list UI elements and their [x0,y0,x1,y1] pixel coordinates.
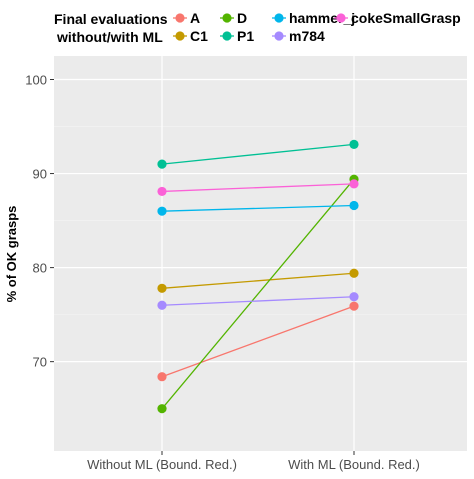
plot-panel [54,56,467,451]
legend-label: C1 [190,28,208,44]
data-point [157,300,167,310]
y-tick-label: 90 [33,167,47,182]
series-hammer_j [157,200,359,216]
legend-item-hammer_j: hammer_j [272,10,355,26]
legend-key-dot [274,13,284,23]
x-tick-label: With ML (Bound. Red.) [288,457,420,472]
data-point [349,200,359,211]
legend-label: cokeSmallGrasp [351,10,461,26]
legend-key-dot [336,13,346,23]
series [157,139,359,414]
x-tick-label: Without ML (Bound. Red.) [87,457,237,472]
legend-key-dot [175,13,185,23]
legend-item-C1: C1 [173,28,208,44]
axes: 70 80 90 100 Without ML (Bound. Red.) With ML… [25,73,420,472]
series-line [161,272,355,289]
y-tick-label: 100 [25,73,47,88]
legend-item-D: D [220,10,247,26]
data-point [349,292,359,302]
y-tick-label: 80 [33,261,47,276]
legend-label: A [190,10,200,26]
series-m784 [157,292,359,310]
legend-title-line-2: without/with ML [56,29,163,45]
data-point [157,159,167,169]
data-point [157,283,167,293]
series-line [161,296,355,306]
series-line [161,183,355,193]
legend-item-m784: m784 [272,28,325,44]
grid [54,56,467,451]
legend-key-dot [175,31,185,41]
legend-title-line-1: Final evaluations [54,11,168,27]
data-point [157,186,167,197]
data-point [157,404,167,414]
series-A [157,301,359,382]
legend-label: m784 [289,28,325,44]
data-point [157,206,167,216]
legend-item-P1: P1 [220,28,254,44]
legend-label: D [237,10,247,26]
series-C1 [157,268,359,293]
legend-item-A: A [173,10,200,26]
data-point [349,301,359,311]
data-point [349,179,359,189]
series-line [161,143,355,165]
series-P1 [157,139,359,169]
legend-item-cokeSmallGrasp: cokeSmallGrasp [334,10,461,26]
legend-key-dot [222,13,232,23]
legend-label: P1 [237,28,254,44]
series-cokeSmallGrasp [157,179,359,197]
legend-label: hammer_j [289,10,355,26]
y-tick-label: 70 [33,355,47,370]
y-axis-label: % of OK grasps [4,206,19,303]
series-line [161,305,355,378]
series-line [161,178,355,410]
legend-key-dot [222,31,232,41]
data-point [349,268,359,278]
series-line [161,204,355,212]
legend-key-dot [274,31,284,41]
data-point [349,139,359,150]
data-point [157,372,167,382]
